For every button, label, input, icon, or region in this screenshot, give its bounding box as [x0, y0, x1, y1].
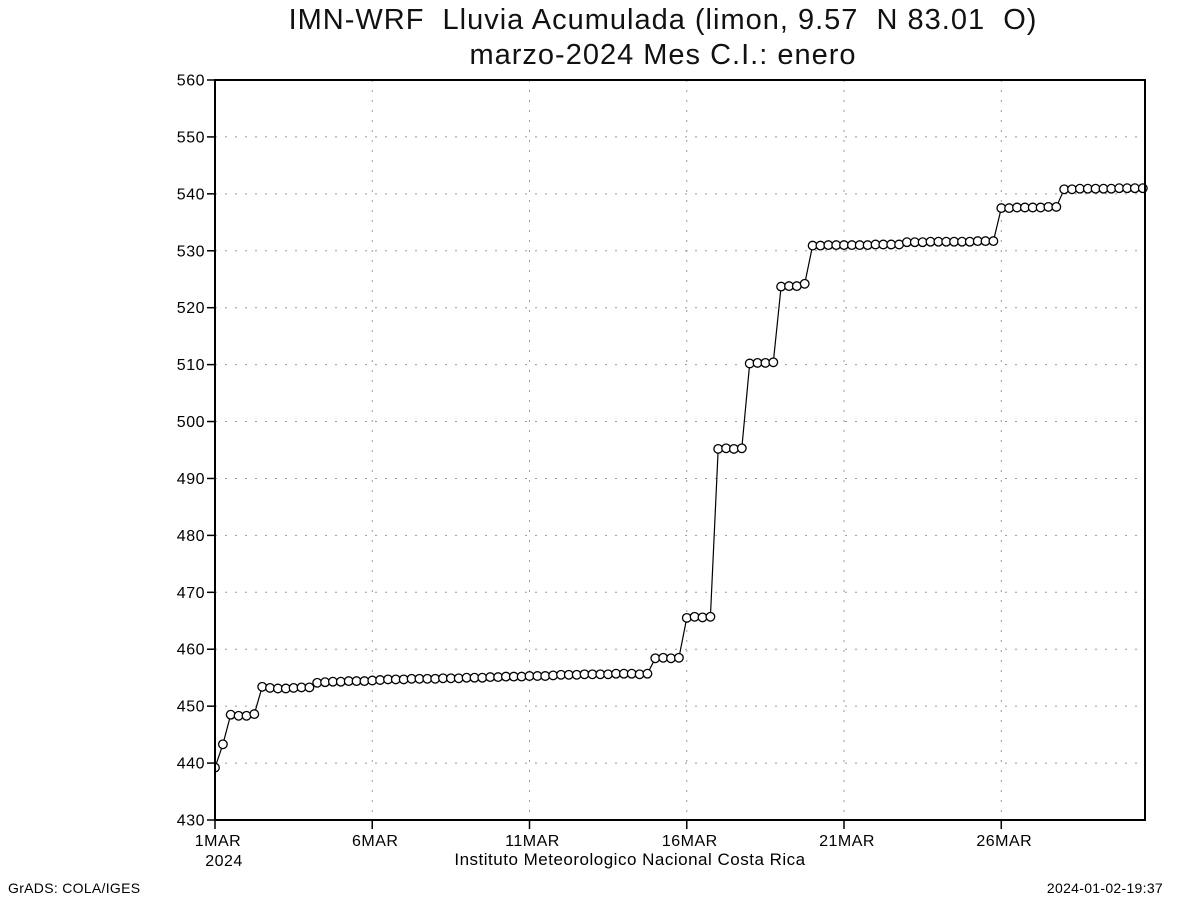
y-axis-tick-label: 490 [177, 471, 205, 488]
x-axis-tick-label: 11MAR [505, 833, 560, 850]
x-axis-tick-label: 21MAR [819, 833, 875, 850]
data-point-marker [1051, 201, 1062, 212]
data-point-marker [215, 762, 220, 773]
data-point-marker [705, 611, 716, 622]
y-axis-tick-label: 530 [177, 243, 205, 260]
y-axis-tick-label: 450 [177, 699, 205, 716]
data-point-marker [249, 709, 260, 720]
y-axis-tick-label: 470 [177, 585, 205, 602]
chart-title-line1: IMN-WRF Lluvia Acumulada (limon, 9.57 N … [288, 4, 1038, 36]
x-axis-tick-label: 16MAR [662, 833, 718, 850]
data-point-marker [642, 668, 653, 679]
series-lluvia-acumulada [215, 183, 1148, 773]
x-axis-tick-label: 26MAR [976, 833, 1032, 850]
data-point-marker [304, 682, 315, 693]
x-axis-tick-label: 6MAR [352, 833, 398, 850]
grads-credit-text: GrADS: COLA/IGES [8, 880, 141, 896]
y-axis-tick-label: 510 [177, 357, 205, 374]
data-point-marker [799, 278, 810, 289]
y-axis-tick-label: 550 [177, 129, 205, 146]
plot-frame [214, 79, 1146, 821]
data-point-marker [225, 709, 236, 720]
timestamp-text: 2024-01-02-19:37 [1046, 880, 1163, 896]
gridlines [215, 80, 1145, 820]
y-axis-tick-label: 460 [177, 642, 205, 659]
x-axis-caption: Instituto Meteorologico Nacional Costa R… [454, 850, 806, 869]
data-point-marker [673, 652, 684, 663]
chart-title-line2: marzo-2024 Mes C.I.: enero [469, 39, 857, 71]
data-point-marker [736, 443, 747, 454]
axes: 430 440 450 460 470 480 490 500 510 520 530 540 550 5… [177, 73, 1032, 871]
x-axis-tick-sublabel: 2024 [205, 853, 243, 870]
x-axis-tick-label: 1MAR [195, 833, 241, 850]
y-axis-tick-label: 440 [177, 756, 205, 773]
data-point-marker [988, 236, 999, 247]
y-axis-tick-label: 560 [177, 73, 205, 90]
data-point-marker [217, 739, 228, 750]
data-point-marker [241, 710, 252, 721]
y-axis-tick-label: 480 [177, 528, 205, 545]
y-axis-tick-label: 540 [177, 186, 205, 203]
y-axis-tick-label: 500 [177, 414, 205, 431]
y-axis-tick-label: 520 [177, 300, 205, 317]
y-axis-tick-label: 430 [177, 813, 205, 830]
data-point-marker [768, 357, 779, 368]
